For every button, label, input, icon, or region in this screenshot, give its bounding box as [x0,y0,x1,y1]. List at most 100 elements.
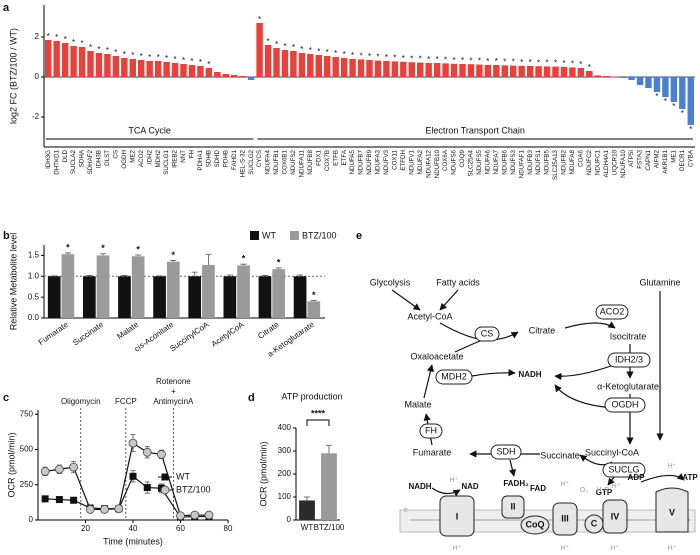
x-tick-label: HEL-S-32 [239,149,246,177]
bar [118,276,131,318]
significance: * [664,97,667,106]
arrow [391,289,421,311]
significance: * [283,42,286,51]
x-tick-label: SUCLA2 [70,149,77,174]
bar [96,255,110,318]
bar [82,276,96,318]
x-tick-label: NDUFA8 [569,149,576,174]
marker [190,510,200,520]
error-bar [86,275,93,277]
bar [290,51,297,77]
x-tick-label: COX7B [324,150,331,171]
metabolite: Succinate [540,450,580,460]
x-tick-label: NDUFA12 [425,149,432,177]
x-tick-label: 60 [176,524,185,533]
bar [518,65,525,77]
bar [340,58,348,77]
y-tick-label: 1.5 [28,251,40,260]
proton-label: H⁺ [668,463,677,470]
enzyme-box [419,423,443,439]
x-tick-label: NDUFA7 [493,149,500,174]
significance: * [359,52,362,61]
bar [450,63,458,77]
x-tick-label: COX11 [392,149,399,169]
metabolite: GTP [596,488,613,497]
significance: * [300,45,303,54]
arrow [423,364,434,399]
metabolite: Succinyl-CoA [585,447,639,457]
error-bar [310,300,317,302]
x-tick-label: PDHB [222,150,229,167]
significance: * [140,52,143,61]
complex-label: C [591,518,598,528]
bar [104,54,111,77]
y-tick-label: 1.0 [28,271,40,280]
marker [54,464,64,474]
significance: * [136,244,140,254]
bar [374,60,382,77]
significance: * [157,53,160,62]
marker [100,505,109,514]
metabolite: Fumarate [413,447,452,457]
complex-label: IV [611,511,620,521]
x-tick-label: IDH2 [146,149,153,164]
bar [315,55,322,77]
significance: * [681,109,684,118]
significance: * [258,15,261,24]
significance: * [655,92,658,101]
bar [293,276,307,318]
enzyme-box [607,352,651,368]
legend-swatch [250,231,259,240]
bar [166,261,180,318]
bar [484,65,492,77]
marker [114,504,124,514]
proton-label: H⁺ [561,545,570,552]
bar [459,64,466,77]
x-tick-label: NDUFB5 [544,149,551,174]
legend-label: BTZ/100 [302,230,337,240]
significance: * [277,257,281,267]
x-tick-label: WT [301,523,314,532]
complex-label: II [510,501,515,511]
significance: * [495,57,498,66]
y-tick-label: 300 [278,446,292,455]
marker [128,438,138,448]
significance: * [385,53,388,62]
significance: * [101,243,105,253]
significance: * [469,56,472,65]
x-tick-label: SUCLG2 [248,149,255,174]
significance: * [72,38,75,47]
comparison-bracket [306,419,330,426]
x-tick-label: UQCR10 [611,149,618,175]
legend-label: WT [262,230,276,240]
y-tick-label: 0 [29,515,34,524]
enzyme-label: CS [481,328,494,338]
x-tick-label: 20 [81,524,90,533]
x-tick-label: AKR1B1 [662,149,669,173]
x-tick-label: NDUFB8 [307,149,314,174]
bar [273,48,280,77]
group-label: Electron Transport Chain [425,125,525,135]
significance: * [486,57,489,66]
significance: * [148,53,151,62]
significance: * [97,45,100,54]
marker [85,505,95,514]
x-tick-label: SuccinylCoA [168,320,211,354]
y-axis-label: OCR (pmol/min) [6,432,16,497]
y-tick-label: 500 [20,445,34,454]
x-tick-label: NDUFB7 [358,149,365,174]
bar [417,62,424,77]
x-tick-label: NDUFA11 [299,149,306,177]
bar [611,76,618,78]
significance: * [376,53,379,62]
bar [662,77,669,97]
metabolite: Oxaloacetate [410,351,463,361]
error-bar [240,263,247,266]
legend-label: BTZ/100 [176,484,211,494]
bar [231,75,238,77]
annotation-label: Oligomycin [61,397,101,406]
x-tick-label: NDUFV1 [408,149,415,174]
significance: * [461,56,464,65]
x-tick-label: OGDH [121,150,128,169]
